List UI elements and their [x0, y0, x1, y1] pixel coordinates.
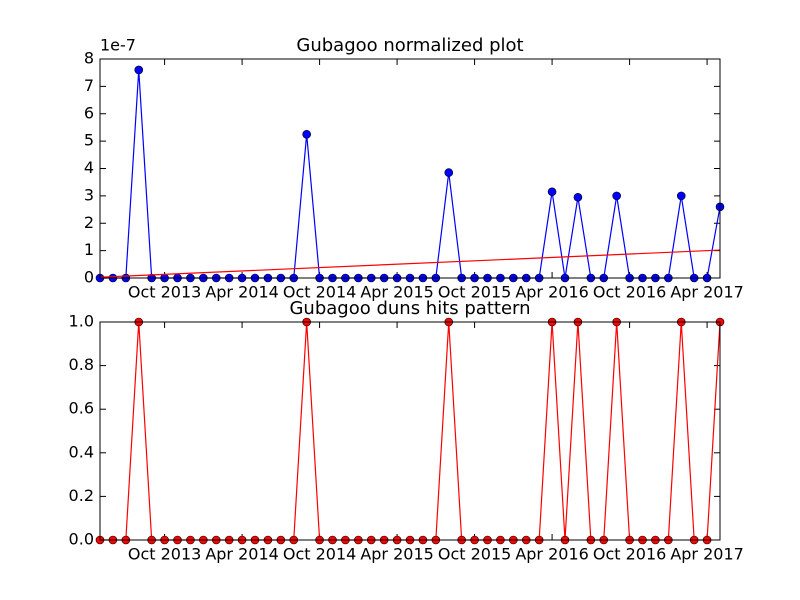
y-tick-label: 0: [84, 268, 94, 287]
data-point: [612, 191, 621, 201]
y-tick-label: 0.4: [69, 442, 94, 461]
x-tick-label: Apr 2014: [205, 283, 278, 302]
axis-offset: 1e-7: [100, 36, 136, 55]
y-tick-label: 0.2: [69, 486, 94, 505]
x-tick-label: Apr 2017: [670, 545, 743, 564]
data-point: [676, 191, 686, 201]
data-line: [100, 321, 721, 541]
x-tick-label: Oct 2016: [593, 545, 666, 564]
y-tick-label: 6: [84, 103, 94, 122]
data-line: [99, 249, 721, 278]
data-point: [444, 168, 454, 177]
y-tick-label: 0.6: [69, 399, 94, 418]
x-tick-label: Oct 2015: [438, 545, 511, 564]
x-tick-label: Apr 2014: [205, 545, 278, 564]
y-tick-label: 2: [84, 213, 94, 232]
data-line: [100, 69, 721, 279]
x-tick-label: Oct 2015: [438, 283, 511, 302]
x-tick-label: Apr 2017: [670, 283, 743, 302]
data-point: [573, 192, 583, 202]
x-tick-label: Apr 2016: [515, 283, 588, 302]
data-point: [302, 129, 311, 139]
y-tick-label: 4: [84, 158, 94, 177]
x-tick-label: Oct 2016: [593, 283, 666, 302]
y-tick-label: 5: [84, 131, 94, 150]
x-tick-label: Oct 2014: [283, 283, 356, 302]
y-tick-label: 1.0: [69, 312, 94, 331]
x-tick-label: Oct 2013: [128, 545, 201, 564]
data-point: [134, 65, 144, 75]
x-tick-label: Apr 2015: [360, 283, 433, 302]
y-tick-label: 1: [84, 240, 94, 259]
y-tick-label: 8: [84, 49, 94, 68]
chart-title: Gubagoo duns hits pattern: [289, 298, 530, 319]
x-tick-label: Oct 2013: [128, 283, 201, 302]
y-tick-label: 0.0: [69, 530, 94, 549]
y-tick-label: 3: [84, 185, 94, 204]
y-tick-label: 7: [84, 76, 94, 95]
y-tick-label: 0.8: [69, 355, 94, 374]
plot-frame: [99, 321, 721, 541]
plot-frame: [99, 58, 721, 279]
x-tick-label: Apr 2016: [515, 545, 588, 564]
chart-title: Gubagoo normalized plot: [296, 35, 523, 56]
data-point: [547, 187, 557, 197]
x-tick-label: Oct 2014: [283, 545, 356, 564]
x-tick-label: Apr 2015: [360, 545, 433, 564]
